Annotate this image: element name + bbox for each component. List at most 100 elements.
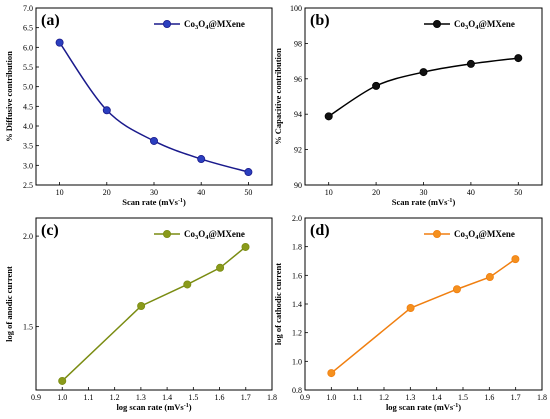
x-tick-label: 1.0 (326, 393, 336, 402)
y-axis-label: log of anodic current (4, 266, 14, 342)
x-axis-label: log scan rate (mVs-1) (386, 402, 461, 412)
y-tick-label: 0.8 (292, 386, 302, 395)
x-tick-label: 30 (150, 188, 158, 197)
data-point (244, 168, 253, 177)
x-tick-label: 0.9 (300, 393, 310, 402)
y-tick-label: 100 (290, 4, 302, 13)
y-tick-label: 7.0 (23, 4, 33, 13)
y-tick-label: 4.0 (23, 122, 33, 131)
data-point (216, 263, 225, 272)
y-tick-label: 1.0 (292, 357, 302, 366)
x-axis-label: Scan rate (mVs-1) (122, 197, 186, 207)
x-tick-label: 1.1 (83, 393, 93, 402)
y-tick-label: 1.5 (23, 323, 33, 332)
data-point (466, 59, 475, 68)
y-tick-label: 1.4 (292, 300, 302, 309)
y-tick-label: 2.0 (292, 214, 302, 223)
x-tick-label: 10 (56, 188, 64, 197)
x-tick-label: 50 (244, 188, 252, 197)
x-tick-label: 1.8 (267, 393, 277, 402)
y-tick-label: 1.6 (292, 271, 302, 280)
x-tick-label: 1.7 (241, 393, 251, 402)
data-point (324, 112, 333, 121)
y-tick-label: 5.0 (23, 83, 33, 92)
chart-panel-d: 0.9 1.0 1.1 1.2 1.3 1.4 1.5 1.6 1.7 1.8 0.8 1.0 1.2 1… (273, 214, 547, 412)
plot-frame (304, 7, 543, 186)
panel-label: (c) (41, 222, 59, 239)
y-tick-label: 3.0 (23, 161, 33, 170)
x-tick-label: 50 (514, 188, 522, 197)
data-point (241, 242, 250, 251)
x-tick-label: 1.7 (511, 393, 521, 402)
x-tick-label: 40 (197, 188, 205, 197)
y-tick-label: 4.5 (23, 102, 33, 111)
data-point (452, 285, 461, 294)
panel-label: (d) (310, 222, 330, 239)
panel-label: (a) (41, 12, 60, 29)
x-tick-label: 0.9 (31, 393, 41, 402)
x-tick-label: 1.5 (458, 393, 468, 402)
legend-label: Co3O4@MXene (454, 229, 515, 241)
y-tick-label: 6.0 (23, 43, 33, 52)
y-tick-label: 92 (294, 146, 302, 155)
y-tick-label: 94 (294, 110, 302, 119)
data-point (58, 376, 67, 385)
data-point (485, 273, 494, 282)
chart-panel-c: 0.9 1.0 1.1 1.2 1.3 1.4 1.5 1.6 1.7 1.8 1.5 2.0 log … (4, 217, 277, 412)
legend-marker (162, 19, 171, 28)
y-tick-label: 96 (294, 75, 302, 84)
legend-marker (432, 229, 441, 238)
series-line (58, 42, 249, 173)
x-tick-label: 1.3 (136, 393, 146, 402)
plot-frame (35, 7, 273, 186)
data-point (149, 136, 158, 145)
y-tick-label: 98 (294, 39, 302, 48)
x-tick-label: 1.1 (353, 393, 363, 402)
data-point (514, 54, 523, 63)
x-tick-label: 1.6 (484, 393, 494, 402)
data-point (55, 38, 64, 47)
data-point (102, 106, 111, 115)
y-tick-label: 90 (294, 181, 302, 190)
y-tick-label: 2.5 (23, 181, 33, 190)
x-axis-label: Scan rate (mVs-1) (392, 197, 456, 207)
y-tick-label: 5.5 (23, 63, 33, 72)
y-tick-label: 1.8 (292, 243, 302, 252)
x-tick-label: 20 (103, 188, 111, 197)
panel-label: (b) (310, 12, 330, 29)
x-tick-label: 40 (467, 188, 475, 197)
x-tick-label: 1.2 (110, 393, 120, 402)
x-axis-label: log scan rate (mVs-1) (116, 402, 191, 412)
x-tick-label: 1.6 (215, 393, 225, 402)
legend-label: Co3O4@MXene (184, 19, 245, 31)
y-tick-label: 3.5 (23, 142, 33, 151)
data-point (511, 255, 520, 264)
data-point (327, 369, 336, 378)
data-point (419, 68, 428, 77)
y-axis-label: log of cathodic current (273, 263, 283, 345)
data-point (406, 304, 415, 313)
data-point (197, 155, 206, 164)
chart-panel-b: 10 20 30 40 50 90 92 94 96 98 100 Scan rate (mVs-1)… (273, 4, 543, 207)
x-tick-label: 1.3 (405, 393, 415, 402)
y-tick-label: 1.2 (292, 329, 302, 338)
x-tick-label: 1.4 (432, 393, 442, 402)
data-point (183, 280, 192, 289)
legend-marker (432, 19, 441, 28)
series-line (328, 57, 519, 117)
x-tick-label: 30 (420, 188, 428, 197)
y-tick-label: 2.0 (23, 232, 33, 241)
plot-frame (304, 217, 543, 391)
x-tick-label: 1.4 (162, 393, 172, 402)
x-tick-label: 20 (372, 188, 380, 197)
x-tick-label: 1.0 (57, 393, 67, 402)
x-tick-label: 1.5 (188, 393, 198, 402)
data-point (372, 81, 381, 90)
y-axis-label: % Capacitive contribution (273, 48, 283, 145)
y-axis-label: % Diffusive contribution (4, 51, 14, 142)
x-tick-label: 1.8 (537, 393, 547, 402)
chart-panel-a: 10 20 30 40 50 2.5 3.0 3.5 4.0 4.5 5.0 5.5 6.0 6.5 7.0… (4, 4, 273, 207)
data-point (137, 301, 146, 310)
plot-frame (35, 217, 273, 391)
